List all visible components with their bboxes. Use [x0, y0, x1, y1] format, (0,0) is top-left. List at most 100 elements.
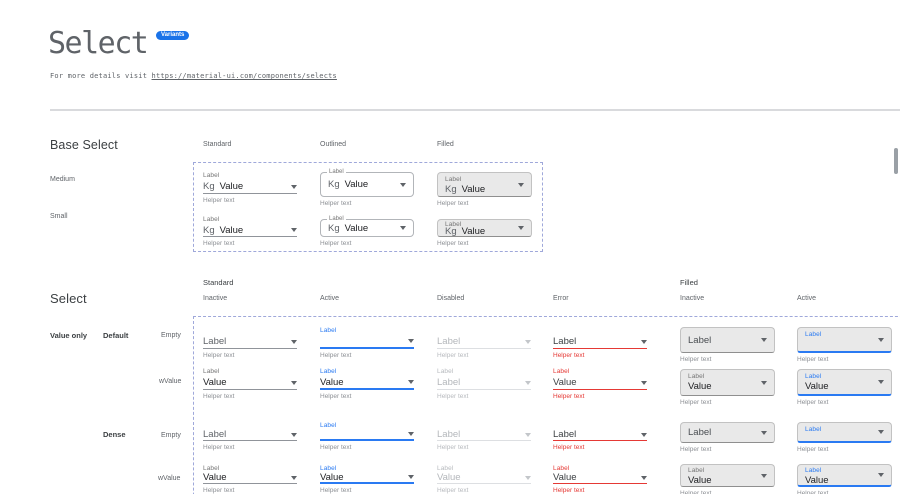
state-header-inactive: Inactive: [203, 295, 228, 302]
helper-text: Helper text: [437, 393, 469, 400]
row-label-wvalue-dense: wValue: [158, 475, 181, 482]
header-divider: [50, 109, 900, 111]
dropdown-arrow-icon: [291, 184, 297, 189]
select-standard-active-wvalue[interactable]: Label Value Helper text: [320, 368, 414, 400]
floating-label: [553, 327, 647, 335]
dropdown-arrow-icon: [400, 226, 406, 230]
select-standard-disabled-wvalue[interactable]: Label Label Helper text: [437, 368, 531, 400]
floating-label: Label: [688, 373, 705, 380]
docs-link[interactable]: https://material-ui.com/components/selec…: [151, 72, 337, 80]
dropdown-arrow-icon: [641, 432, 647, 437]
floating-label: Label: [445, 221, 462, 228]
select-filled-inactive-empty[interactable]: Label Helper text: [680, 327, 775, 363]
subtitle-text: For more details visit: [50, 72, 152, 80]
floating-label: Label: [320, 465, 337, 472]
select-matrix-spec-frame: [193, 316, 900, 494]
state-header-disabled: Disabled: [437, 295, 465, 302]
select-filled-active-wvalue[interactable]: Label Value Helper text: [797, 369, 892, 406]
notched-outline-label: Label: [327, 169, 346, 176]
row-label-small: Small: [50, 213, 68, 220]
helper-text: Helper text: [680, 356, 712, 363]
select-dense-inactive-wvalue[interactable]: Label Value Helper text: [203, 465, 297, 494]
helper-text: Helper text: [320, 444, 352, 451]
group-header-standard: Standard: [203, 278, 234, 287]
helper-text: Helper text: [680, 490, 712, 494]
select-value: Kg Value: [203, 225, 243, 236]
select-standard-inactive-empty[interactable]: Label Helper text: [203, 327, 297, 359]
dropdown-arrow-icon: [525, 380, 531, 385]
select-dense-inactive-empty[interactable]: Label Helper text: [203, 422, 297, 451]
base-select-filled-medium[interactable]: Label Kg Value Helper text: [437, 172, 532, 207]
floating-label: Label: [437, 465, 454, 472]
floating-label: Label: [553, 465, 570, 472]
helper-text: Helper text: [203, 352, 235, 359]
select-dense-error-empty[interactable]: Label Helper text: [553, 422, 647, 451]
dropdown-arrow-icon: [291, 475, 297, 480]
select-standard-active-empty[interactable]: Label Helper text: [320, 327, 414, 359]
helper-text: Helper text: [437, 240, 469, 247]
value-prefix: Kg: [328, 179, 340, 190]
select-dense-disabled-empty[interactable]: Label Helper text: [437, 422, 531, 451]
helper-text: Helper text: [553, 444, 585, 451]
select-filled-inactive-wvalue[interactable]: Label Value Helper text: [680, 369, 775, 406]
select-value: Label: [688, 334, 712, 346]
select-value: Value: [805, 380, 829, 392]
select-filled-dense-inactive-wvalue[interactable]: Label Value Helper text: [680, 464, 775, 494]
vertical-scrollbar-thumb[interactable]: [894, 148, 898, 174]
value-text: Value: [344, 179, 369, 190]
column-header-outlined: Outlined: [320, 141, 347, 148]
floating-label: Label: [203, 368, 220, 375]
row-label-medium: Medium: [50, 176, 75, 183]
select-dense-active-empty[interactable]: Label Helper text: [320, 422, 414, 451]
select-filled-active-empty[interactable]: Label Helper text: [797, 327, 892, 363]
base-select-standard-small[interactable]: Label Kg Value Helper text: [203, 216, 297, 247]
floating-label: Label: [203, 216, 220, 223]
row-header-value-only: Value only: [50, 331, 88, 340]
base-select-standard-medium[interactable]: Label Kg Value Helper text: [203, 172, 297, 204]
value-text: Value: [461, 225, 486, 237]
dropdown-arrow-icon: [291, 339, 297, 344]
select-filled-dense-active-empty[interactable]: Label Helper text: [797, 422, 892, 453]
select-dense-error-wvalue[interactable]: Label Value Helper text: [553, 465, 647, 494]
select-filled-dense-inactive-empty[interactable]: Label Helper text: [680, 422, 775, 453]
select-standard-disabled-empty[interactable]: Label Helper text: [437, 327, 531, 359]
floating-label: Label: [805, 426, 822, 433]
helper-text: Helper text: [437, 352, 469, 359]
base-select-outlined-medium[interactable]: Label Kg Value Helper text: [320, 169, 414, 207]
helper-text: Helper text: [680, 446, 712, 453]
helper-text: Helper text: [203, 444, 235, 451]
select-dense-disabled-wvalue[interactable]: Label Value Helper text: [437, 465, 531, 494]
select-value: Kg Value: [203, 181, 243, 192]
select-value: Value: [437, 472, 461, 483]
helper-text: Helper text: [320, 393, 352, 400]
helper-text: Helper text: [320, 352, 352, 359]
select-filled-dense-active-wvalue[interactable]: Label Value Helper text: [797, 464, 892, 494]
base-select-outlined-small[interactable]: Label Kg Value Helper text: [320, 216, 414, 247]
dropdown-arrow-icon: [525, 432, 531, 437]
select-value: Kg Value: [445, 226, 485, 237]
subtitle: For more details visit https://material-…: [50, 72, 337, 80]
base-select-filled-small[interactable]: Label Kg Value Helper text: [437, 219, 532, 247]
select-value: Kg Value: [328, 179, 368, 190]
dropdown-arrow-icon: [408, 475, 414, 479]
select-value: Value: [320, 471, 344, 483]
select-standard-error-empty[interactable]: Label Helper text: [553, 327, 647, 359]
select-standard-inactive-wvalue[interactable]: Label Value Helper text: [203, 368, 297, 400]
row-label-empty-default: Empty: [161, 332, 181, 339]
value-text: Value: [461, 183, 486, 195]
section-heading-base-select: Base Select: [50, 138, 118, 152]
floating-label: Label: [203, 172, 220, 179]
dropdown-arrow-icon: [291, 380, 297, 385]
select-value: Label: [553, 336, 577, 347]
row-label-empty-dense: Empty: [161, 432, 181, 439]
helper-text: Helper text: [320, 240, 352, 247]
select-value: Value: [688, 474, 712, 486]
value-text: Value: [219, 181, 244, 192]
floating-label: [437, 327, 531, 335]
select-dense-active-wvalue[interactable]: Label Value Helper text: [320, 465, 414, 494]
floating-label: [203, 422, 297, 429]
select-standard-error-wvalue[interactable]: Label Value Helper text: [553, 368, 647, 400]
select-value: Label: [203, 429, 227, 440]
value-prefix: Kg: [445, 183, 457, 195]
